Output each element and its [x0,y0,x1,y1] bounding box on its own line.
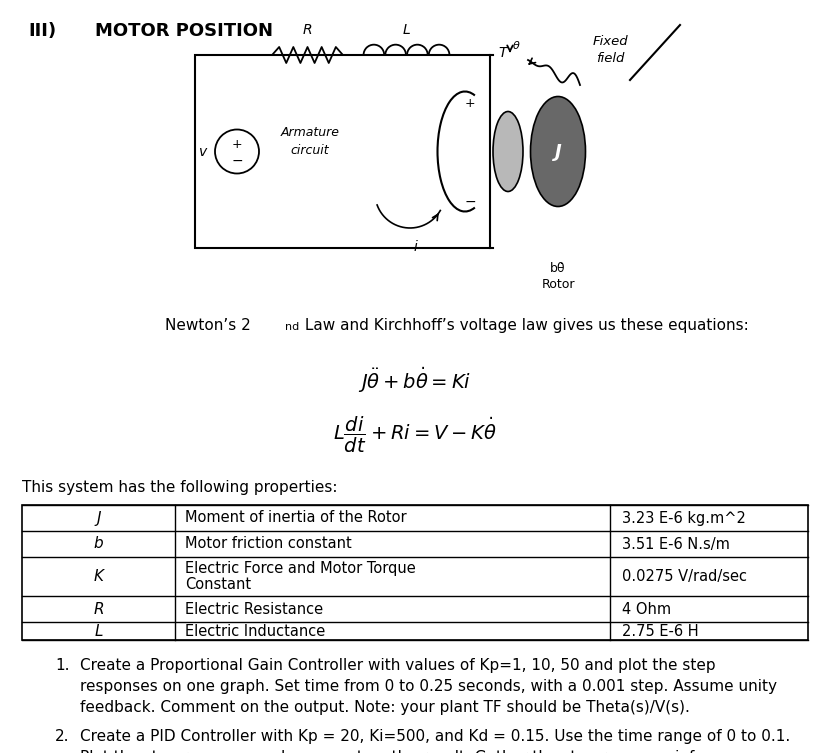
Text: Rotor: Rotor [541,278,574,291]
Text: Electric Resistance: Electric Resistance [185,602,323,617]
Text: This system has the following properties:: This system has the following properties… [22,480,338,495]
Text: Fixed
field: Fixed field [592,35,627,65]
Text: responses on one graph. Set time from 0 to 0.25 seconds, with a 0.001 step. Assu: responses on one graph. Set time from 0 … [80,679,777,694]
Text: III): III) [28,22,56,40]
Text: i: i [413,240,417,254]
Text: Motor friction constant: Motor friction constant [185,536,352,551]
Text: Moment of inertia of the Rotor: Moment of inertia of the Rotor [185,511,407,526]
Text: R: R [303,23,312,37]
Text: b: b [94,536,103,551]
Text: θ: θ [513,41,520,51]
Text: Armature
circuit: Armature circuit [281,126,339,157]
Text: +: + [465,97,476,110]
Bar [195,55,490,248]
Text: R: R [93,602,104,617]
Ellipse shape [493,111,523,191]
Text: T: T [499,46,507,60]
Text: $L\dfrac{di}{dt} + Ri = V - K\dot{\theta}$: $L\dfrac{di}{dt} + Ri = V - K\dot{\theta… [333,415,497,455]
Text: Create a PID Controller with Kp = 20, Ki=500, and Kd = 0.15. Use the time range : Create a PID Controller with Kp = 20, Ki… [80,729,790,744]
Text: Law and Kirchhoff’s voltage law gives us these equations:: Law and Kirchhoff’s voltage law gives us… [300,318,749,333]
Bar [22,505,808,640]
Text: 0.0275 V/rad/sec: 0.0275 V/rad/sec [622,569,747,584]
Text: v: v [199,145,208,158]
Text: MOTOR POSITION: MOTOR POSITION [95,22,273,40]
Text: e: e [493,145,501,158]
Text: K: K [94,569,104,584]
Ellipse shape [530,96,585,206]
Text: Newton’s 2: Newton’s 2 [165,318,251,333]
Text: 3.23 E-6 kg.m^2: 3.23 E-6 kg.m^2 [622,511,746,526]
Text: Plot the step response and comment on the result. Gather the step response info.: Plot the step response and comment on th… [80,750,708,753]
Circle shape [215,130,259,173]
Text: bθ̇: bθ̇ [550,262,566,275]
Text: L: L [403,23,410,37]
Text: 3.51 E-6 N.s/m: 3.51 E-6 N.s/m [622,536,730,551]
Text: Create a Proportional Gain Controller with values of Kp=1, 10, 50 and plot the s: Create a Proportional Gain Controller wi… [80,658,715,673]
Text: L: L [95,623,103,639]
Text: 4 Ohm: 4 Ohm [622,602,671,617]
Text: Constant: Constant [185,577,251,592]
Text: feedback. Comment on the output. Note: your plant TF should be Theta(s)/V(s).: feedback. Comment on the output. Note: y… [80,700,690,715]
Text: +: + [232,138,242,151]
Text: nd: nd [285,322,300,332]
Text: Electric Force and Motor Torque: Electric Force and Motor Torque [185,561,416,576]
Text: 2.: 2. [55,729,70,744]
Text: 2.75 E-6 H: 2.75 E-6 H [622,623,699,639]
Text: Electric Inductance: Electric Inductance [185,623,325,639]
Text: J: J [554,142,561,160]
Text: −: − [232,154,243,167]
Text: J: J [96,511,100,526]
Text: $J\ddot{\theta} + b\dot{\theta} = Ki$: $J\ddot{\theta} + b\dot{\theta} = Ki$ [359,365,471,395]
Text: 1.: 1. [55,658,70,673]
Text: −: − [464,194,476,209]
